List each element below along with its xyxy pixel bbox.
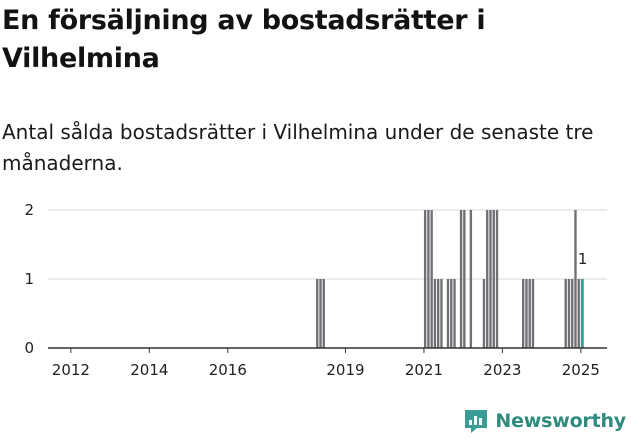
chart-title: En försäljning av bostadsrätter i Vilhel… bbox=[2, 5, 486, 74]
bar bbox=[525, 279, 528, 348]
highlight-value-label: 1 bbox=[578, 250, 588, 268]
x-tick-label: 2023 bbox=[483, 361, 521, 379]
y-tick-label: 2 bbox=[24, 201, 34, 219]
bar bbox=[482, 279, 486, 348]
x-tick-label: 2014 bbox=[130, 361, 168, 379]
bar bbox=[522, 279, 525, 348]
bar bbox=[322, 279, 325, 348]
bar bbox=[463, 210, 466, 348]
bar bbox=[528, 279, 531, 348]
bar bbox=[450, 279, 453, 348]
bar bbox=[437, 279, 440, 348]
bar bbox=[571, 279, 574, 348]
chart-subtitle: Antal sålda bostadsrätter i Vilhelmina u… bbox=[2, 120, 594, 175]
y-axis-ticks: 0 1 2 bbox=[24, 201, 34, 357]
bar bbox=[574, 210, 577, 348]
x-tick-label: 2016 bbox=[209, 361, 247, 379]
data-labels: 1 bbox=[578, 250, 588, 268]
highlighted-bar bbox=[580, 279, 584, 348]
gridlines bbox=[48, 209, 607, 280]
bars bbox=[316, 210, 584, 348]
bar bbox=[433, 279, 437, 348]
bar bbox=[564, 279, 567, 348]
bar bbox=[489, 210, 492, 348]
bar bbox=[492, 210, 495, 348]
bar bbox=[459, 210, 463, 348]
bar bbox=[495, 210, 499, 348]
x-tick-label: 2019 bbox=[326, 361, 364, 379]
bar bbox=[440, 279, 443, 348]
bar bbox=[427, 210, 430, 348]
bar bbox=[446, 279, 450, 348]
bar bbox=[430, 210, 433, 348]
y-tick-label: 0 bbox=[24, 339, 34, 357]
brand-name: Newsworthy bbox=[495, 410, 626, 432]
bar bbox=[453, 279, 456, 348]
bar bbox=[319, 279, 322, 348]
x-tick-label: 2025 bbox=[562, 361, 600, 379]
sales-bar-chart: 0 1 2 2012 2014 2016 2019 2021 2023 2025 1 bbox=[24, 201, 607, 379]
bar bbox=[423, 210, 427, 348]
bar bbox=[577, 279, 580, 348]
bar bbox=[531, 279, 535, 348]
x-axis-ticks: 2012 2014 2016 2019 2021 2023 2025 bbox=[52, 348, 600, 379]
newsworthy-brand: Newsworthy bbox=[463, 408, 626, 434]
x-tick-label: 2012 bbox=[52, 361, 90, 379]
bar bbox=[567, 279, 571, 348]
newsworthy-logo-icon bbox=[465, 410, 488, 433]
x-tick-label: 2021 bbox=[405, 361, 443, 379]
bar bbox=[316, 279, 319, 348]
bar bbox=[469, 210, 473, 348]
y-tick-label: 1 bbox=[24, 270, 34, 288]
bar bbox=[486, 210, 489, 348]
